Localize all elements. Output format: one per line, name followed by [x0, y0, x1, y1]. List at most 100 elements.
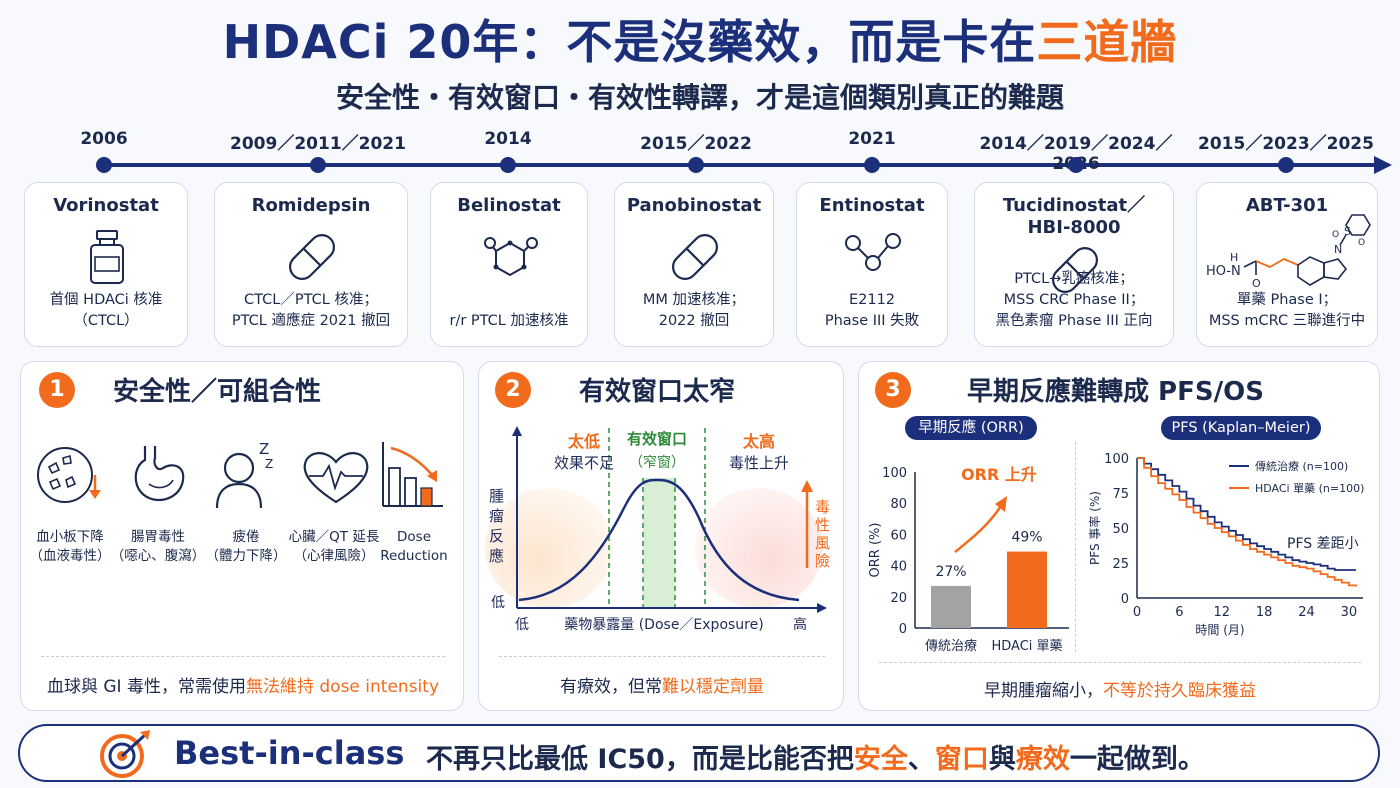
timeline-dot — [688, 157, 704, 173]
panel-safety: 1 安全性／可組合性 Z Z 血小板下降 （血液毒性） 腸胃毒性 （噁心、腹瀉） — [20, 361, 464, 711]
x-high-label: 高 — [793, 617, 807, 633]
molecule-chain-icon — [845, 233, 901, 271]
x-low-label: 低 — [515, 617, 529, 633]
timeline-year: 2021 — [848, 129, 896, 149]
drug-desc: PTCL→乳癌核准； MSS CRC Phase II； 黑色素瘤 Phase II… — [995, 271, 1153, 329]
pfs-km-chart: 0 25 50 75 100 0 6 12 18 24 30 時間 (月) PFS 事率 (%) 傳統治療… — [1087, 452, 1364, 637]
svg-text:S: S — [1344, 225, 1351, 238]
drug-name: Tucidinostat／ HBI-8000 — [1002, 195, 1146, 238]
drug-name: ABT-301 — [1245, 195, 1329, 216]
panel-title: 有效窗口太窄 — [579, 377, 736, 407]
orr-y-tick: 80 — [890, 497, 907, 512]
pfs-y-tick: 75 — [1112, 487, 1129, 502]
drug-card: ABT-301 單藥 Phase I； MSS mCRC 三聯進行中 HO-N H O N S… — [1196, 182, 1378, 347]
icon-label: 心臟／QT 延長 （心律風險） — [288, 529, 380, 564]
panel-note: 早期腫瘤縮小，不等於持久臨床獲益 — [984, 681, 1256, 701]
pfs-pill: PFS (Kaplan–Meier) — [1161, 416, 1321, 440]
orr-up-arrowhead — [995, 496, 1007, 512]
chem-label: HO-N — [1206, 264, 1241, 279]
divider — [41, 656, 445, 657]
panel-number: 2 — [495, 372, 531, 408]
molecule-ring-icon — [484, 237, 538, 277]
vial-icon — [90, 230, 124, 284]
pfs-y-tick: 100 — [1104, 452, 1129, 467]
timeline-year: 2015／2023／2025 — [1198, 134, 1374, 154]
orr-y-tick: 60 — [890, 528, 907, 543]
pfs-y-tick: 25 — [1112, 557, 1129, 572]
risk-label: 毒性風險 — [815, 498, 831, 570]
drug-name: Vorinostat — [53, 195, 159, 216]
drug-desc: E2112 Phase III 失敗 — [824, 292, 920, 329]
panel-number: 3 — [875, 372, 911, 408]
window-sub: （窄窗） — [629, 455, 685, 471]
icon-label: Dose Reduction — [380, 529, 448, 564]
title-main: HDACi 20年：不是沒藥效，而是卡在 — [222, 15, 1037, 69]
orr-up-arrow — [954, 505, 1003, 553]
x-axis-label: 藥物暴露量 (Dose／Exposure) — [564, 617, 764, 633]
svg-text:Z: Z — [259, 440, 269, 458]
svg-text:O: O — [1358, 238, 1365, 248]
y-axis-label: 腫瘤反應 — [489, 487, 505, 565]
drug-name: Belinostat — [457, 195, 561, 216]
fatigue-icon: Z Z — [215, 440, 273, 509]
orr-y-label: ORR (%) — [868, 523, 883, 578]
high-label: 太高 — [742, 432, 775, 451]
timeline-year: 2009／2011／2021 — [230, 134, 406, 154]
svg-text:H: H — [1230, 251, 1238, 264]
icon-label: 血小板下降 （血液毒性） — [29, 529, 111, 564]
drug-card: Entinostat E2112 Phase III 失敗 — [796, 182, 948, 347]
low-label: 太低 — [567, 432, 600, 451]
orr-y-tick: 0 — [899, 622, 907, 637]
drug-desc: 單藥 Phase I； MSS mCRC 三聯進行中 — [1208, 292, 1366, 329]
drug-name: Entinostat — [819, 195, 925, 216]
capsule-icon — [672, 234, 718, 280]
orr-bar — [1007, 551, 1047, 628]
panel-title: 早期反應難轉成 PFS/OS — [967, 377, 1264, 407]
orr-y-tick: 100 — [882, 466, 907, 481]
pfs-legend-label: HDACi 單藥 (n=100) — [1255, 482, 1364, 495]
orr-up-label: ORR 上升 — [961, 465, 1037, 484]
svg-text:O: O — [1332, 230, 1339, 240]
icon-label: 疲倦 （體力下降） — [205, 529, 287, 564]
capsule-icon — [289, 234, 335, 280]
icon-label: 腸胃毒性 （噁心、腹瀉） — [110, 529, 206, 564]
pfs-y-label: PFS 事率 (%) — [1087, 491, 1102, 565]
orr-bar-chart: 0 20 40 60 80 100 ORR (%) 27% 傳統治療 49% HDACi 單藥 ORR… — [868, 465, 1069, 652]
bottom-text: 不再只比最低 IC50，而是比能否把安全、窗口與療效一起做到。 — [426, 744, 1205, 775]
timeline-dot — [310, 157, 326, 173]
orr-bar-label: 27% — [935, 564, 966, 580]
pfs-gap-label: PFS 差距小 — [1287, 536, 1359, 552]
dose-reduction-icon — [382, 442, 443, 507]
panel-note: 有療效，但常難以穩定劑量 — [560, 677, 764, 697]
orr-y-tick: 40 — [890, 560, 907, 575]
window-label: 有效窗口 — [626, 430, 687, 448]
orr-category: 傳統治療 — [925, 639, 977, 652]
timeline-year: 2015／2022 — [640, 134, 752, 154]
bottom-banner: Best-in-class 不再只比最低 IC50，而是比能否把安全、窗口與療效… — [18, 724, 1380, 782]
pfs-x-label: 時間 (月) — [1195, 623, 1244, 637]
drug-card: Vorinostat 首個 HDACi 核准 （CTCL） — [24, 182, 188, 347]
timeline-dot — [500, 157, 516, 173]
drug-card: Belinostat r/r PTCL 加速核准 — [430, 182, 588, 347]
orr-bar — [931, 585, 971, 628]
pfs-x-tick: 30 — [1341, 605, 1358, 620]
panel-title: 安全性／可組合性 — [113, 377, 322, 407]
pfs-x-tick: 12 — [1213, 605, 1230, 620]
orr-bar-label: 49% — [1011, 530, 1042, 546]
panel-number: 1 — [39, 372, 75, 408]
pfs-x-tick: 0 — [1133, 605, 1141, 620]
timeline-dot — [864, 157, 880, 173]
page-title: HDACi 20年：不是沒藥效，而是卡在三道牆 — [0, 6, 1400, 72]
response-curve — [518, 478, 800, 602]
drug-desc: r/r PTCL 加速核准 — [449, 313, 569, 329]
pfs-y-tick: 0 — [1121, 592, 1129, 607]
drug-card: Tucidinostat／ HBI-8000 PTCL→乳癌核准； MSS CRC P… — [974, 182, 1174, 347]
timeline-year: 2014 — [484, 129, 532, 149]
drug-desc: 首個 HDACi 核准 （CTCL） — [49, 292, 163, 329]
drug-desc: CTCL／PTCL 核准； PTCL 適應症 2021 撤回 — [231, 292, 391, 329]
target-icon — [100, 730, 150, 778]
orr-y-tick: 20 — [890, 591, 907, 606]
divider — [1075, 442, 1076, 652]
drug-name: Panobinostat — [626, 195, 762, 216]
